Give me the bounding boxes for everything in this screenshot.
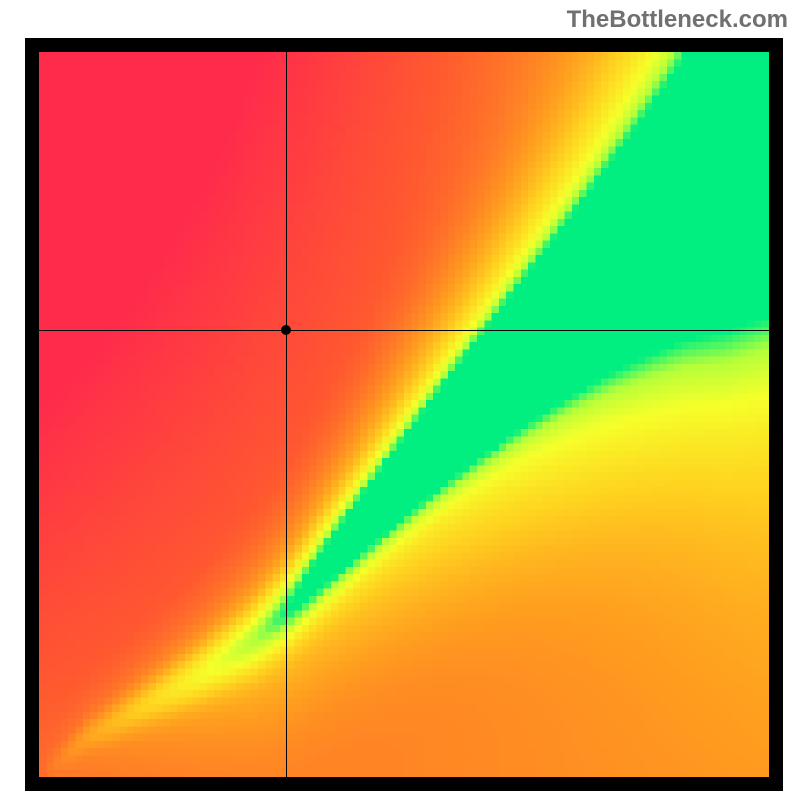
crosshair-vertical — [286, 52, 287, 777]
crosshair-marker — [281, 325, 291, 335]
heatmap-plot-area — [39, 52, 769, 777]
heatmap-canvas — [39, 52, 769, 777]
watermark-label: TheBottleneck.com — [567, 6, 788, 34]
plot-outer-frame — [25, 38, 783, 791]
crosshair-horizontal — [39, 330, 769, 331]
